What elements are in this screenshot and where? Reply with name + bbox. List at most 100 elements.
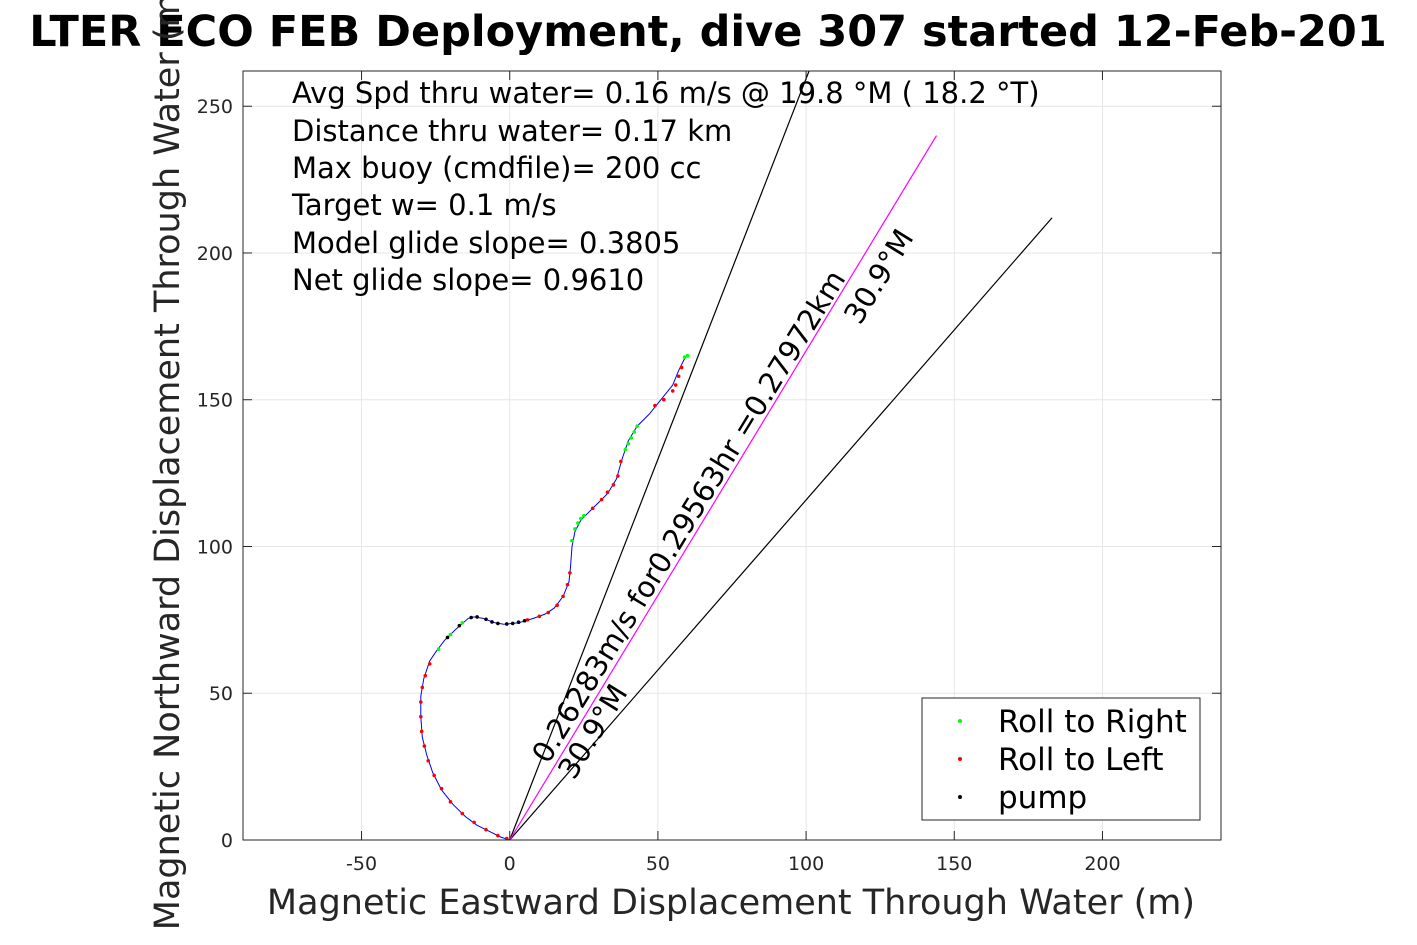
- roll-left-point: [568, 571, 572, 575]
- pump-point: [522, 618, 527, 623]
- y-tick-label: 0: [221, 830, 233, 852]
- roll-right-point: [579, 516, 583, 521]
- roll-left-point: [426, 758, 431, 763]
- roll-left-point: [619, 459, 623, 464]
- legend-box: [921, 697, 1201, 821]
- chart-title: LTER ECO FEB Deployment, dive 307 starte…: [29, 7, 1387, 57]
- roll-left-point: [673, 383, 678, 387]
- roll-left-point: [439, 786, 444, 791]
- pump-point: [490, 620, 494, 624]
- roll-left-point: [423, 673, 428, 678]
- roll-left-point: [484, 827, 488, 832]
- legend-marker-roll-right: [958, 719, 962, 723]
- roll-left-point: [472, 820, 476, 825]
- legend: Roll to Right Roll to Left pump: [921, 697, 1201, 821]
- roll-left-point: [432, 773, 436, 778]
- roll-right-point: [626, 441, 631, 446]
- roll-left-point: [419, 729, 424, 734]
- pump-point: [510, 621, 515, 626]
- roll-left-point: [555, 603, 559, 607]
- roll-left-point: [611, 483, 616, 487]
- y-tick-label: 250: [197, 96, 233, 118]
- roll-right-point: [685, 353, 690, 358]
- roll-right-point: [629, 436, 634, 440]
- roll-left-point: [590, 506, 595, 511]
- roll-left-point: [670, 389, 675, 393]
- roll-right-point: [632, 430, 636, 434]
- pump-point: [475, 615, 479, 619]
- roll-right-point: [635, 424, 639, 428]
- x-tick-label: -50: [346, 853, 377, 875]
- pump-point: [516, 620, 521, 625]
- roll-left-point: [653, 403, 657, 408]
- roll-right-point: [582, 513, 586, 518]
- stat-target-w: Target w= 0.1 m/s: [291, 188, 557, 222]
- pump-point: [484, 617, 488, 622]
- x-tick-label: 150: [936, 853, 972, 875]
- roll-left-point: [679, 365, 684, 370]
- roll-right-point: [682, 355, 687, 359]
- y-tick-label: 100: [197, 536, 233, 558]
- roll-left-point: [419, 700, 423, 704]
- roll-left-point: [662, 397, 666, 402]
- pump-point: [457, 623, 462, 628]
- pump-point: [445, 635, 450, 640]
- roll-right-point: [576, 521, 580, 525]
- roll-left-point: [420, 685, 425, 690]
- pump-point: [469, 615, 474, 620]
- stat-max-buoy: Max buoy (cmdfile)= 200 cc: [292, 151, 701, 185]
- stats-block: Avg Spd thru water= 0.16 m/s @ 19.8 °M (…: [291, 76, 1040, 297]
- roll-left-point: [427, 662, 432, 666]
- legend-label-pump: pump: [998, 780, 1087, 816]
- x-tick-label: 50: [646, 853, 670, 875]
- roll-left-point: [565, 582, 570, 587]
- pump-point: [504, 622, 509, 626]
- reference-lines: [509, 71, 1053, 840]
- y-tick-label: 50: [209, 683, 233, 705]
- roll-right-point: [623, 447, 628, 452]
- track-markers: [419, 353, 690, 840]
- plot-frame: [242, 70, 1222, 841]
- roll-left-point: [605, 490, 610, 494]
- x-tick-label: 100: [788, 853, 824, 875]
- roll-right-point: [448, 632, 453, 637]
- y-tick-label: 150: [197, 390, 233, 412]
- legend-label-roll-left: Roll to Left: [998, 742, 1164, 778]
- x-tick-label: 0: [504, 853, 516, 875]
- roll-left-point: [496, 833, 500, 838]
- roll-left-point: [537, 614, 542, 619]
- roll-left-point: [419, 714, 423, 719]
- roll-left-point: [676, 374, 681, 379]
- current-vector-line: [509, 135, 938, 840]
- y-axis-label: Magnetic Northward Displacement Through …: [148, 0, 188, 930]
- reference-line: [509, 217, 1053, 840]
- legend-marker-roll-left: [958, 757, 962, 761]
- roll-right-point: [460, 621, 465, 625]
- axis-ticks: [243, 71, 1221, 841]
- roll-left-point: [599, 497, 604, 502]
- y-tick-label: 200: [197, 243, 233, 265]
- x-tick-label: 200: [1084, 853, 1120, 875]
- roll-left-point: [525, 618, 530, 622]
- roll-right-point: [436, 647, 441, 652]
- roll-left-point: [561, 594, 565, 599]
- reference-line: [509, 71, 810, 840]
- roll-left-point: [616, 474, 620, 478]
- roll-left-point: [422, 744, 427, 748]
- roll-left-point: [504, 836, 509, 840]
- roll-left-point: [460, 811, 465, 816]
- x-axis-label: Magnetic Eastward Displacement Through W…: [267, 883, 1195, 923]
- roll-left-point: [546, 610, 551, 615]
- stat-net-glide-slope: Net glide slope= 0.9610: [292, 263, 644, 297]
- stat-avg-speed: Avg Spd thru water= 0.16 m/s @ 19.8 °M (…: [292, 76, 1040, 110]
- grid-lines: [243, 71, 1221, 841]
- pump-point: [496, 621, 500, 626]
- roll-right-point: [573, 527, 577, 531]
- roll-left-point: [448, 800, 453, 804]
- legend-label-roll-right: Roll to Right: [998, 704, 1187, 740]
- roll-right-point: [570, 538, 574, 543]
- stat-distance: Distance thru water= 0.17 km: [292, 114, 732, 148]
- stat-model-glide-slope: Model glide slope= 0.3805: [292, 226, 680, 260]
- legend-marker-pump: [958, 795, 962, 799]
